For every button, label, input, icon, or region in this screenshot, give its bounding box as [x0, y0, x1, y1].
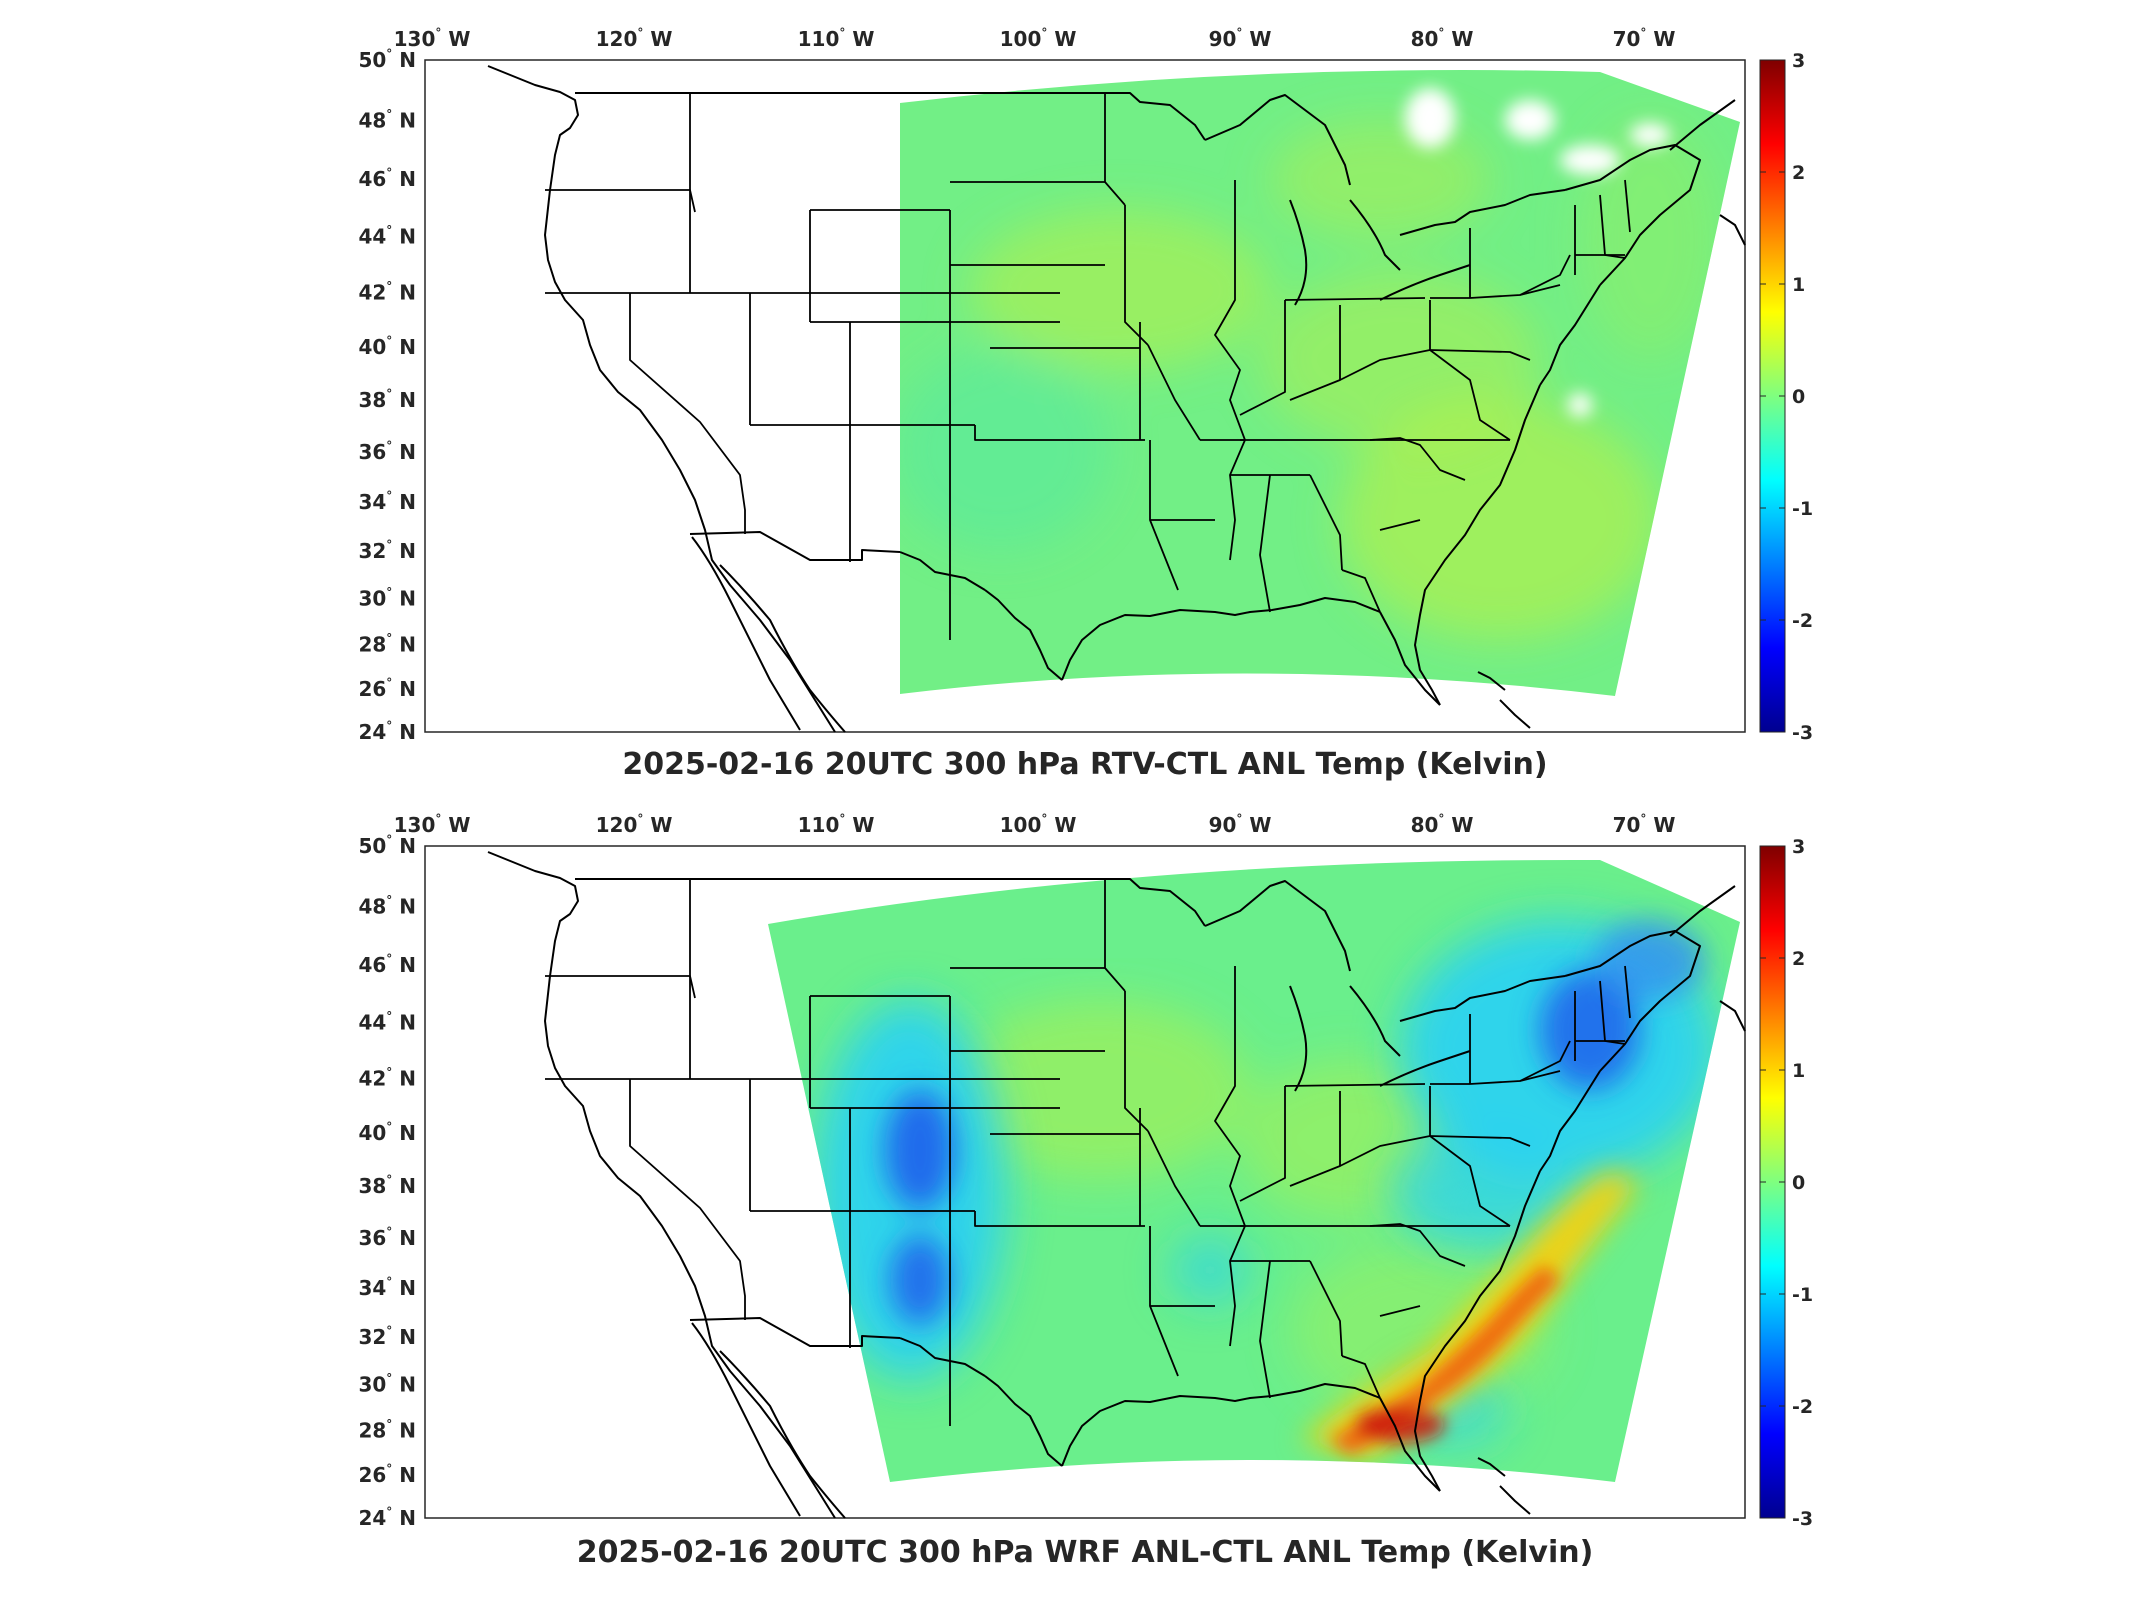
- latitude-tick-label: 24° N: [358, 719, 416, 744]
- colorbar-tick-label: 2: [1792, 162, 1805, 184]
- colorbar-tick-labels: 3 2 1 0 -1 -2 -3: [1760, 50, 1813, 744]
- longitude-tick-label: 90° W: [1209, 812, 1272, 837]
- latitude-tick-label: 44° N: [358, 224, 416, 249]
- longitude-tick-label: 130° W: [394, 26, 471, 51]
- colorbar-tick-label: -3: [1792, 1508, 1813, 1530]
- longitude-tick-label: 70° W: [1613, 26, 1676, 51]
- latitude-tick-label: 36° N: [358, 1225, 416, 1250]
- latitude-tick-label: 44° N: [358, 1010, 416, 1035]
- longitude-tick-label: 120° W: [596, 812, 673, 837]
- longitude-tick-label: 130° W: [394, 812, 471, 837]
- latitude-tick-label: 32° N: [358, 538, 416, 563]
- latitude-tick-label: 28° N: [358, 631, 416, 656]
- colorbar-tick-label: 0: [1792, 1172, 1805, 1194]
- latitude-tick-label: 42° N: [358, 1066, 416, 1091]
- latitude-axis-top: 24° N 26° N 28° N 30° N 32° N 34° N 36° N 38° N…: [358, 47, 416, 744]
- latitude-tick-label: 34° N: [358, 1275, 416, 1300]
- colorbar-tick-label: -2: [1792, 610, 1813, 632]
- longitude-tick-label: 110° W: [798, 26, 875, 51]
- latitude-tick-label: 28° N: [358, 1417, 416, 1442]
- colorbar-tick-label: -3: [1792, 722, 1813, 744]
- latitude-tick-label: 50° N: [358, 47, 416, 72]
- colorbar-tick-label: 3: [1792, 836, 1805, 858]
- colorbar-bottom: 3 2 1 0 -1 -2 -3: [1759, 836, 1813, 1530]
- latitude-tick-label: 36° N: [358, 439, 416, 464]
- latitude-tick-label: 40° N: [358, 334, 416, 359]
- colorbar-tick-labels: 3 2 1 0 -1 -2 -3: [1760, 836, 1813, 1530]
- latitude-tick-label: 38° N: [358, 387, 416, 412]
- colorbar-tick-label: 0: [1792, 386, 1805, 408]
- latitude-tick-label: 24° N: [358, 1505, 416, 1530]
- colorbar-tick-label: 1: [1792, 1060, 1805, 1082]
- longitude-tick-label: 120° W: [596, 26, 673, 51]
- latitude-tick-label: 32° N: [358, 1324, 416, 1349]
- map-panel-bottom: 130° W 120° W 110° W 100° W 90° W 80° W 70° W …: [358, 812, 1813, 1570]
- latitude-tick-label: 48° N: [358, 893, 416, 918]
- longitude-axis-top: 130° W 120° W 110° W 100° W 90° W 80° W 70° W: [394, 26, 1676, 51]
- latitude-tick-label: 42° N: [358, 280, 416, 305]
- longitude-tick-label: 80° W: [1411, 26, 1474, 51]
- colorbar-top: 3 2 1 0 -1 -2 -3: [1759, 50, 1813, 744]
- temperature-difference-field: [900, 70, 1740, 697]
- latitude-tick-label: 38° N: [358, 1173, 416, 1198]
- colorbar-tick-label: -1: [1792, 1284, 1813, 1306]
- latitude-tick-label: 46° N: [358, 952, 416, 977]
- colorbar-tick-label: 3: [1792, 50, 1805, 72]
- temperature-difference-field: [768, 859, 1740, 1482]
- latitude-tick-label: 34° N: [358, 489, 416, 514]
- latitude-tick-label: 50° N: [358, 833, 416, 858]
- colorbar-tick-label: -1: [1792, 498, 1813, 520]
- longitude-tick-label: 100° W: [1000, 26, 1077, 51]
- latitude-tick-label: 48° N: [358, 107, 416, 132]
- map-boundaries: [487, 65, 1746, 733]
- latitude-tick-label: 26° N: [358, 1462, 416, 1487]
- longitude-tick-label: 80° W: [1411, 812, 1474, 837]
- longitude-tick-label: 110° W: [798, 812, 875, 837]
- latitude-tick-label: 30° N: [358, 585, 416, 610]
- colorbar-tick-label: -2: [1792, 1396, 1813, 1418]
- colorbar-tick-label: 1: [1792, 274, 1805, 296]
- longitude-axis-bottom: 130° W 120° W 110° W 100° W 90° W 80° W 70° W: [394, 812, 1676, 837]
- latitude-tick-label: 40° N: [358, 1120, 416, 1145]
- longitude-tick-label: 70° W: [1613, 812, 1676, 837]
- latitude-tick-label: 30° N: [358, 1371, 416, 1396]
- panel-title: 2025-02-16 20UTC 300 hPa WRF ANL-CTL ANL…: [577, 1535, 1594, 1570]
- latitude-tick-label: 26° N: [358, 676, 416, 701]
- latitude-axis-bottom: 24° N 26° N 28° N 30° N 32° N 34° N 36° N 38° N…: [358, 833, 416, 1530]
- map-panel-top: 130° W 120° W 110° W 100° W 90° W 80° W 70° W …: [358, 26, 1813, 782]
- latitude-tick-label: 46° N: [358, 166, 416, 191]
- panel-title: 2025-02-16 20UTC 300 hPa RTV-CTL ANL Tem…: [622, 747, 1547, 782]
- map-boundaries: [487, 851, 1746, 1519]
- longitude-tick-label: 90° W: [1209, 26, 1272, 51]
- longitude-tick-label: 100° W: [1000, 812, 1077, 837]
- colorbar-tick-label: 2: [1792, 948, 1805, 970]
